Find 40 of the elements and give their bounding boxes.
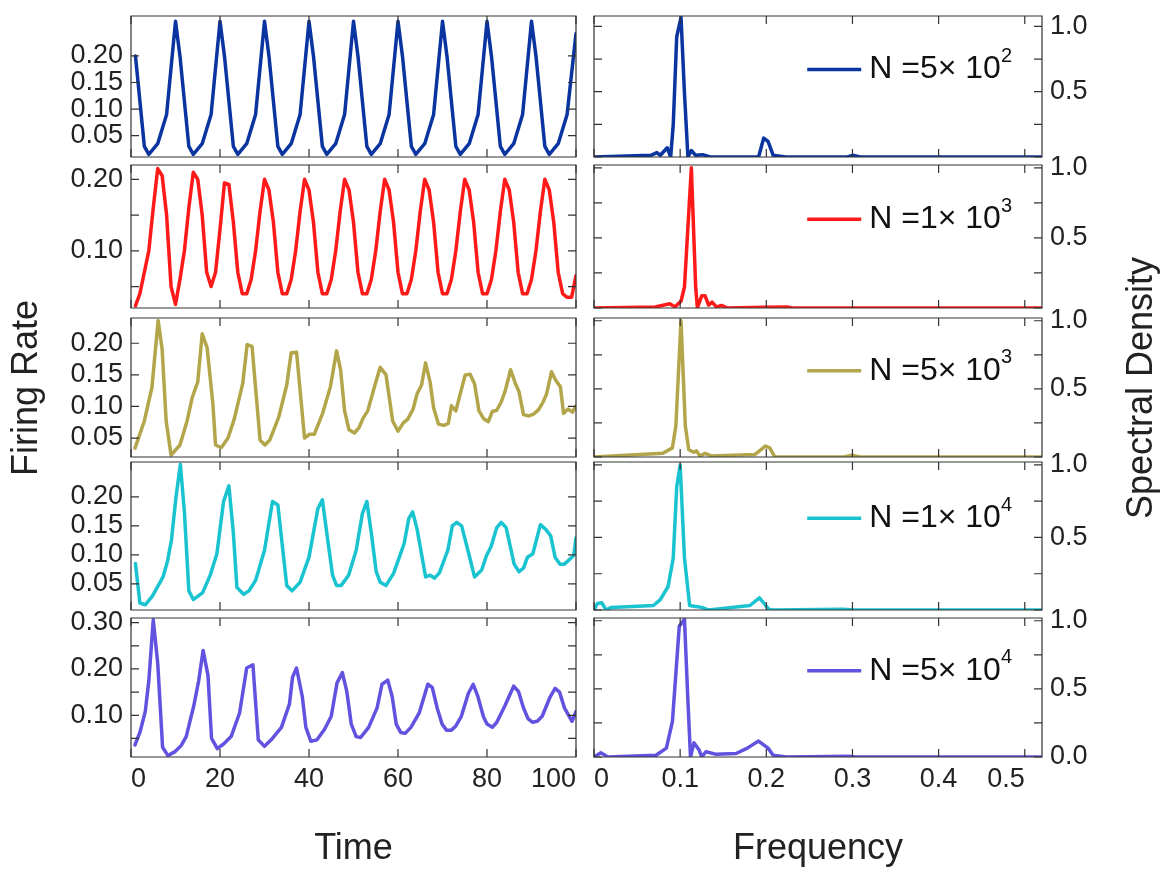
y-tick-label: 0.15 — [70, 358, 123, 389]
x-tick-label: 100 — [530, 762, 576, 793]
y-axis-title: Spectral Density — [1119, 256, 1160, 519]
x-tick-label: 20 — [204, 762, 236, 793]
x-tick-label: 0 — [594, 762, 610, 793]
y-tick-label: 0.5 — [1050, 75, 1088, 106]
y-tick-label: 0.20 — [70, 326, 123, 357]
y-tick-label: 1.0 — [1050, 9, 1088, 40]
x-axis-title: Frequency — [732, 826, 904, 867]
y-axis-title: Firing Rate — [4, 299, 45, 476]
y-tick-label: 0.20 — [70, 480, 123, 511]
x-tick-label: 0.3 — [833, 762, 872, 793]
y-tick-label: 1.0 — [1050, 151, 1088, 182]
y-tick-label: 0.20 — [70, 652, 123, 683]
y-tick-label: 0.5 — [1050, 372, 1088, 403]
y-tick-label: 0.0 — [1050, 740, 1088, 771]
y-tick-label: 0.30 — [70, 606, 123, 637]
y-tick-label: 0.10 — [70, 389, 123, 420]
x-tick-label: 0.2 — [747, 762, 786, 793]
x-tick-label: 0.4 — [919, 762, 958, 793]
x-tick-label: 0.1 — [661, 762, 699, 793]
y-tick-label: 1.0 — [1050, 304, 1088, 335]
y-tick-label: 1.0 — [1050, 448, 1088, 479]
x-tick-label: 40 — [293, 762, 325, 793]
y-tick-label: 0.10 — [70, 538, 123, 569]
y-tick-label: 0.05 — [70, 567, 123, 598]
y-tick-label: 0.10 — [70, 698, 123, 729]
y-tick-label: 0.5 — [1050, 520, 1088, 551]
y-tick-label: 0.15 — [70, 509, 123, 540]
y-tick-label: 0.20 — [70, 162, 123, 193]
y-tick-label: 0.10 — [70, 234, 123, 265]
y-tick-label: 0.5 — [1050, 672, 1088, 703]
y-tick-label: 0.5 — [1050, 221, 1088, 252]
y-tick-label: 1.0 — [1050, 604, 1088, 635]
x-axis-title: Time — [314, 826, 393, 867]
x-tick-label: 0 — [131, 762, 147, 793]
x-tick-label: 0.5 — [987, 762, 1025, 793]
y-tick-label: 0.05 — [70, 421, 123, 452]
x-tick-label: 60 — [382, 762, 414, 793]
x-tick-label: 80 — [471, 762, 503, 793]
